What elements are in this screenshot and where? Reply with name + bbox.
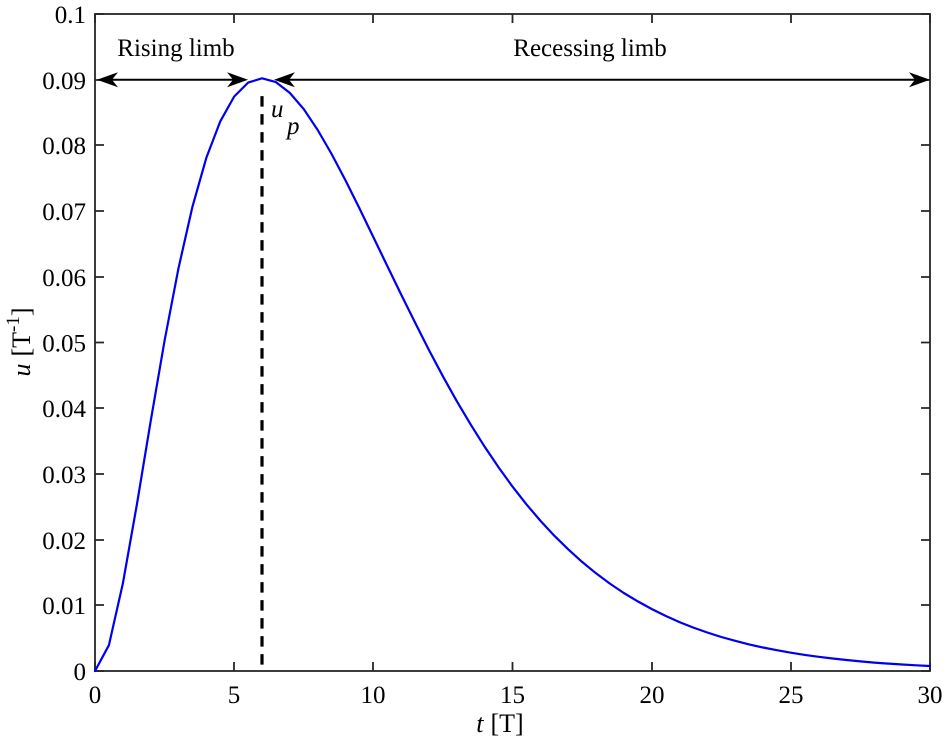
peak-label-subscript: p [285,113,300,140]
rising-limb-arrow [96,72,249,88]
x-axis-ticks-top [94,14,931,23]
y-tick-label: 0.06 [42,265,86,292]
rising-limb-arrowhead-right [227,72,249,88]
plot-box [94,13,931,672]
recessing-limb-arrowhead-right [909,72,930,88]
x-axis-label-variable: t [476,709,484,738]
y-axis-ticks-left [95,13,104,672]
x-tick-label: 15 [500,682,525,709]
hydrograph-curve [93,77,932,673]
y-tick-label: 0.09 [42,68,86,95]
y-axis-tick-labels: 0 0.01 0.02 0.03 0.04 0.05 0.06 0.07 0.0… [42,2,86,686]
y-axis-label-unit-open: [T [7,332,36,357]
rising-limb-arrowhead-left [96,72,118,88]
x-tick-label: 25 [779,682,804,709]
y-tick-label: 0.1 [55,2,86,29]
y-tick-label: 0.03 [42,462,86,489]
y-axis-label-variable: u [7,364,36,377]
x-axis-tick-labels: 0 5 10 15 20 25 30 [89,682,943,709]
x-axis-label-unit: [T] [491,709,524,738]
x-tick-label: 30 [918,682,943,709]
y-tick-label: 0.04 [42,396,86,423]
recessing-limb-arrow [273,72,930,88]
y-axis-label-exponent: -1 [3,316,24,332]
y-tick-label: 0.08 [42,133,86,160]
x-tick-label: 5 [228,682,241,709]
recessing-limb-arrowhead-left [273,72,295,88]
y-tick-label: 0.05 [42,331,86,358]
peak-value-label: u p [271,96,300,140]
y-tick-label: 0 [74,659,87,686]
y-axis-label: u [T-1] [3,307,36,376]
recessing-limb-label: Recessing limb [513,35,666,62]
y-tick-label: 0.01 [42,593,86,620]
x-tick-label: 20 [640,682,665,709]
y-axis-label-unit-close: ] [7,307,36,316]
x-tick-label: 0 [89,682,102,709]
x-axis-label: t [T] [476,709,523,738]
rising-limb-label: Rising limb [117,35,234,62]
y-axis-ticks-right [921,13,930,672]
x-axis-ticks-bottom [94,662,931,671]
y-tick-label: 0.02 [42,528,86,555]
peak-label-main: u [271,96,284,123]
y-tick-label: 0.07 [42,199,86,226]
x-tick-label: 10 [361,682,386,709]
